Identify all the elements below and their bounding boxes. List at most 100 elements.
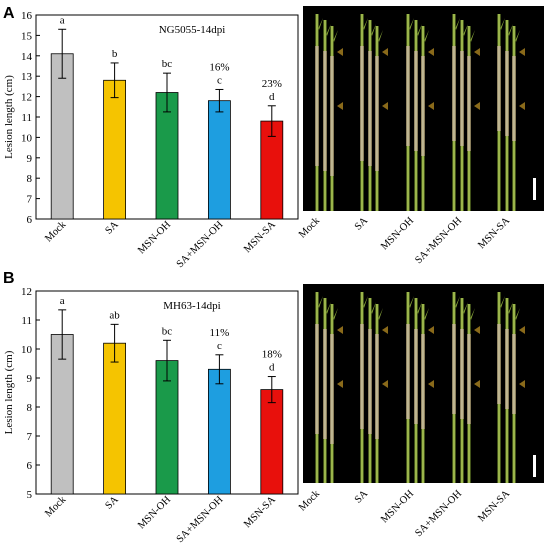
leaf-sheath [508,24,513,36]
lesion-arrow [337,48,343,56]
photo-label: SA [353,488,371,506]
leaf-sheath [500,296,505,308]
y-tick-label: 7 [27,194,33,206]
lesion [452,46,456,141]
scale-bar [533,455,536,477]
y-tick-label: 13 [21,71,33,83]
lesion [375,334,379,439]
category-label: MSN-SA [242,494,278,530]
lesion-arrow [337,102,343,110]
leaf-sheath [515,30,520,42]
panel-b: B 5 6 7 8 9 10 11 12 Lesion length (cm) MH63-14dp… [3,270,544,545]
leaf-sheath [455,18,460,30]
leaf-sheath [455,296,460,308]
lesion-arrow [428,48,434,56]
y-tick-label: 9 [27,373,33,385]
leaf-sheath [470,308,475,320]
lesion [452,324,456,414]
lesion [497,46,501,131]
photo-label: MSN-OH [379,215,416,252]
reduction-label: 23% [262,78,282,90]
lesion [375,56,379,171]
photo-label: Mock [297,488,323,514]
leaf-sheath [500,18,505,30]
lesion [505,51,509,136]
leaf-sheath [318,18,323,30]
y-tick-label: 11 [21,112,32,124]
leaf-sheath [424,308,429,320]
lesion [512,334,516,414]
lesion [323,51,327,171]
leaf-sheath [326,24,331,36]
photo-label: SA+MSN-OH [413,488,464,539]
leaf-sheath [333,308,338,320]
significance-label: a [60,295,65,307]
leaf-sheath [515,308,520,320]
scale-bar [533,178,536,200]
significance-label: bc [162,58,173,70]
lesion-arrow [519,48,525,56]
y-tick-label: 10 [21,344,33,356]
bar [207,368,231,495]
leaf-sheath [463,24,468,36]
y-tick-label: 15 [21,30,33,42]
leaf-sheath [318,296,323,308]
photo-label: MSN-OH [379,488,416,525]
y-tick-label: 9 [27,153,33,165]
lesion [406,324,410,419]
y-tick-label: 16 [21,10,33,22]
lesion [414,51,418,151]
leaf-sheath [409,18,414,30]
reduction-label: 16% [209,61,229,73]
bar [103,342,127,495]
photo-label: MSN-SA [476,488,512,524]
y-tick-label: 11 [21,315,32,327]
lesion [512,56,516,141]
leaf-sheath [378,30,383,42]
lesion-arrow [428,102,434,110]
leaf-sheath [378,308,383,320]
y-tick-label: 7 [27,431,33,443]
lesion [368,329,372,434]
lesion-arrow [474,48,480,56]
rice-stems-a [315,14,525,211]
photo-label: MSN-SA [476,215,512,251]
leaf-sheath [409,296,414,308]
lesion-arrow [474,326,480,334]
reduction-label: 11% [210,327,230,339]
lesion [460,51,464,146]
lesion-arrow [382,48,388,56]
chart-title: NG5055-14dpi [159,24,226,36]
category-label: MSN-SA [242,219,278,255]
y-tick-label: 14 [21,51,33,63]
lesion-arrow [519,380,525,388]
significance-label: d [269,91,275,103]
lesion-arrow [428,326,434,334]
category-label: MSN-OH [136,219,173,256]
lesion-arrow [474,380,480,388]
lesion [460,329,464,419]
y-tick-label: 8 [27,402,33,414]
lesion [315,324,319,434]
category-label: Mock [43,219,69,245]
category-label: SA [103,494,121,512]
bar [103,79,127,220]
category-label: MSN-OH [136,494,173,531]
lesion-arrow [382,380,388,388]
lesion-arrow [337,380,343,388]
lesion [315,46,319,166]
category-label: SA [103,219,121,237]
lesion [360,46,364,161]
category-label: Mock [43,494,69,520]
lesion-arrow [519,102,525,110]
lesion-arrow [428,380,434,388]
lesion [505,329,509,409]
reduction-label: 18% [262,349,282,361]
lesion [497,324,501,404]
photo-label: SA [353,215,371,233]
lesion-arrow [382,326,388,334]
